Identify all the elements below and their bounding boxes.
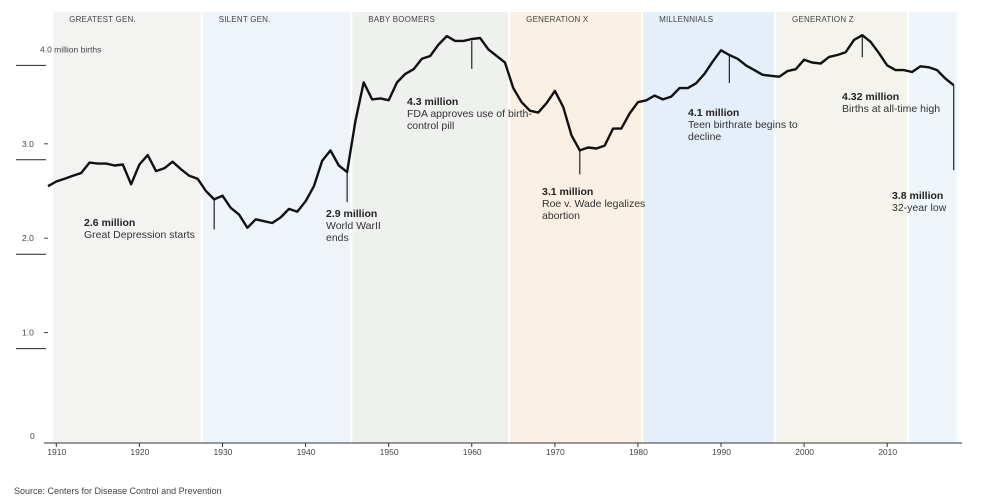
x-tick-label: 1990 bbox=[712, 447, 731, 457]
band-latest bbox=[908, 12, 957, 443]
label-baby-boomers: BABY BOOMERS bbox=[368, 15, 435, 24]
band-generation-z bbox=[776, 12, 907, 443]
generation-labels: GREATEST GEN. SILENT GEN. BABY BOOMERS GENE… bbox=[69, 15, 854, 24]
annotation-text: ends bbox=[326, 232, 349, 244]
x-axis: 1910 1920 1930 1940 1950 1960 1970 1980 1990 2000… bbox=[44, 442, 962, 457]
x-tick-label: 1950 bbox=[380, 447, 399, 457]
annotation-value: 4.1 million bbox=[688, 107, 739, 119]
band-millennials bbox=[643, 12, 775, 443]
annotation-value: 4.32 million bbox=[842, 91, 899, 103]
annotation-text: Great Depression starts bbox=[84, 229, 195, 241]
annotation-value: 2.6 million bbox=[84, 217, 135, 229]
source-note: Source: Centers for Disease Control and … bbox=[14, 486, 222, 496]
annotation-leaders bbox=[213, 35, 955, 230]
y-tick-label: 0 bbox=[30, 431, 35, 441]
x-tick-label: 1910 bbox=[47, 447, 66, 457]
annotation-text: Teen birthrate begins to bbox=[688, 119, 798, 131]
y-tick-label: 4.0 million births bbox=[40, 44, 101, 54]
x-tick-label: 1960 bbox=[463, 447, 482, 457]
series-line bbox=[47, 34, 955, 229]
label-silent-gen: SILENT GEN. bbox=[219, 15, 271, 24]
y-tick-label: 1.0 bbox=[22, 328, 34, 338]
annotation-text: Roe v. Wade legalizes bbox=[542, 198, 645, 210]
x-tick-label: 2010 bbox=[878, 447, 897, 457]
annotation-value: 3.1 million bbox=[542, 186, 593, 198]
label-generation-z: GENERATION Z bbox=[792, 15, 854, 24]
x-tick-label: 1970 bbox=[546, 447, 565, 457]
annotation-value: 3.8 million bbox=[892, 190, 943, 202]
annotation-text: FDA approves use of birth- bbox=[407, 108, 532, 120]
band-generation-x bbox=[510, 12, 642, 443]
annotation-text: World WarII bbox=[326, 220, 381, 232]
x-tick-label: 1940 bbox=[297, 447, 316, 457]
generation-bands bbox=[53, 12, 957, 443]
label-millennials: MILLENNIALS bbox=[659, 15, 713, 24]
x-tick-label: 2000 bbox=[795, 447, 814, 457]
y-tick-label: 3.0 bbox=[22, 139, 34, 149]
band-baby-boomers bbox=[352, 12, 509, 443]
band-silent-gen bbox=[202, 12, 351, 443]
annotation-text: abortion bbox=[542, 210, 580, 222]
annotation-value: 4.3 million bbox=[407, 96, 458, 108]
annotation-text: control pill bbox=[407, 120, 454, 132]
x-tick-label: 1930 bbox=[213, 447, 232, 457]
x-tick-label: 1980 bbox=[629, 447, 648, 457]
x-tick-label: 1920 bbox=[130, 447, 149, 457]
annotation-text: Births at all-time high bbox=[842, 103, 940, 115]
annotation-value: 2.9 million bbox=[326, 208, 377, 220]
annotation-text: 32-year low bbox=[892, 202, 947, 214]
annotation-text: decline bbox=[688, 131, 721, 143]
y-tick-label: 2.0 bbox=[22, 233, 34, 243]
y-axis: 4.0 million births 3.0 2.0 1.0 0 bbox=[16, 44, 101, 441]
label-greatest-gen: GREATEST GEN. bbox=[69, 15, 136, 24]
series-line-group bbox=[47, 34, 955, 229]
band-greatest-gen bbox=[53, 12, 201, 443]
label-generation-x: GENERATION X bbox=[526, 15, 589, 24]
